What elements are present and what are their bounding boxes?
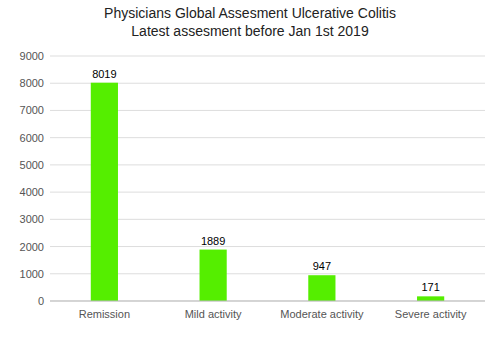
data-label: 171 <box>421 281 439 293</box>
x-tick-label: Severe activity <box>395 308 467 320</box>
bar <box>200 250 227 301</box>
title: Physicians Global Assesment Ulcerative C… <box>104 5 396 21</box>
bar <box>91 83 118 301</box>
y-tick-label: 6000 <box>20 132 44 144</box>
grid-line <box>50 56 485 57</box>
data-label: 947 <box>313 260 331 272</box>
y-tick-label: 5000 <box>20 159 44 171</box>
y-tick-label: 2000 <box>20 241 44 253</box>
bars <box>91 83 444 301</box>
y-tick-label: 4000 <box>20 186 44 198</box>
chart-svg: Physicians Global Assesment Ulcerative C… <box>0 0 500 337</box>
y-tick-label: 1000 <box>20 268 44 280</box>
x-tick-label: Moderate activity <box>280 308 364 320</box>
y-tick-label: 9000 <box>20 50 44 62</box>
data-label: 1889 <box>201 235 225 247</box>
y-tick-label: 0 <box>38 295 44 307</box>
chart-container: Physicians Global Assesment Ulcerative C… <box>0 0 500 337</box>
subtitle: Latest assesment before Jan 1st 2019 <box>131 23 369 39</box>
grid <box>50 56 485 301</box>
x-tick-label: Remission <box>79 308 130 320</box>
y-tick-label: 8000 <box>20 77 44 89</box>
grid-line <box>50 301 485 302</box>
bar <box>417 296 444 301</box>
bar <box>308 275 335 301</box>
data-label: 8019 <box>92 68 116 80</box>
x-axis-line <box>50 301 485 302</box>
y-tick-label: 3000 <box>20 213 44 225</box>
x-tick-label: Mild activity <box>185 308 242 320</box>
y-tick-label: 7000 <box>20 104 44 116</box>
